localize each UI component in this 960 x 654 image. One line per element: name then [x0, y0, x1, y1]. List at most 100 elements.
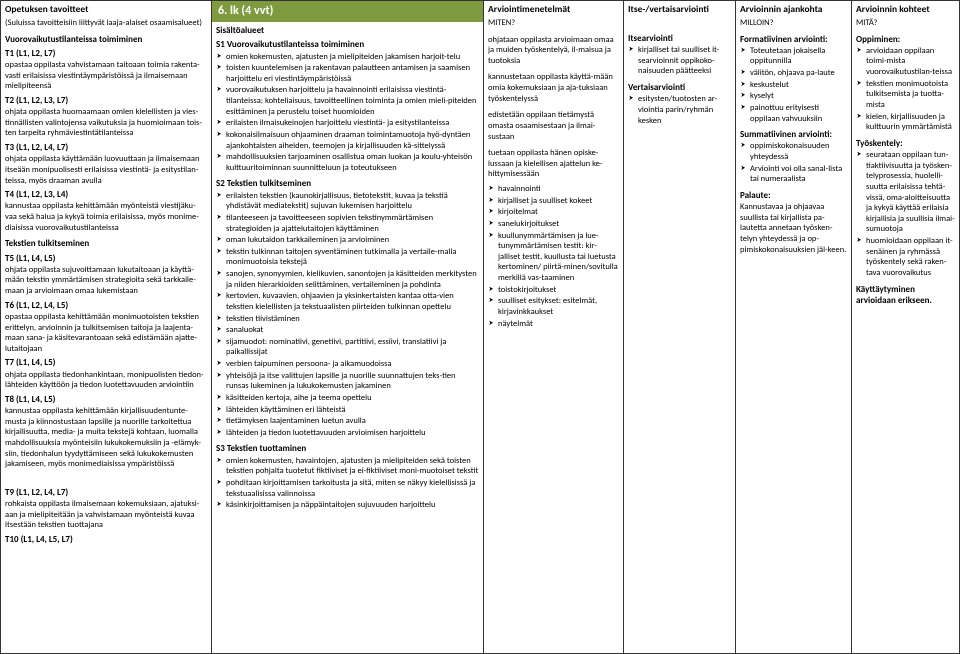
list-item: mahdollisuuksien tarjoaminen osallistua … [216, 152, 479, 173]
list-item: toistokirjoitukset [488, 285, 619, 296]
list-item: Toteutetaan jokaisella oppitunnilla [740, 46, 847, 67]
col3-p2: kannustetaan oppilasta käyttä-mään omia … [488, 72, 619, 104]
col-selfpeer: Itse-/vertaisarviointi Itsearviointi kir… [624, 0, 736, 654]
list-item: Arviointi voi olla sanal-lista tai numer… [740, 164, 847, 185]
t1-code: T1 (L1, L2, L7) [5, 48, 207, 59]
col-methods: Arviointimenetelmät MITEN? ohjataan oppi… [484, 0, 624, 654]
list-item: oman lukutaidon tarkkaileminen ja arvioi… [216, 235, 479, 246]
col6-h2: Työskentely: [856, 138, 955, 149]
t3-body: ohjata oppilasta käyttämään luovuuttaan … [5, 154, 207, 186]
list-item: suulliset esitykset: esitelmät, kirjavin… [488, 296, 619, 317]
col5-h3: Palaute: [740, 190, 847, 201]
list-item: omien kokemusten, ajatusten ja mielipite… [216, 52, 479, 63]
list-item: erilaisten ilmaisukeinojen harjoittelu v… [216, 118, 479, 129]
list-item: pohditaan kirjoittamisen tarkoitusta ja … [216, 478, 479, 499]
t2-body: ohjata oppilasta huomaamaan omien kielel… [5, 107, 207, 139]
s1-title: S1 Vuorovaikutustilanteissa toimiminen [216, 39, 479, 50]
list-item: yhteisöjä ja itse valittujen lapsille ja… [216, 371, 479, 392]
col6-subtitle: MITÄ? [856, 18, 955, 31]
col3-list: havainnointikirjalliset ja suulliset kok… [488, 184, 619, 329]
col-when: Arvioinnin ajankohta MILLOIN? Formatiivi… [736, 0, 852, 654]
s3-title: S3 Tekstien tuottaminen [216, 443, 479, 454]
col-goals: Opetuksen tavoitteet (Suluissa tavoittei… [0, 0, 212, 654]
list-item: sanelukirjoitukset [488, 219, 619, 230]
list-item: tilanteeseen ja tavoitteeseen sopivien t… [216, 213, 479, 234]
t4-body: kannustaa oppilasta kehittämään myönteis… [5, 201, 207, 233]
list-item: erilaisten tekstien (kaunokirjallisuus, … [216, 191, 479, 212]
col1-h1: Vuorovaikutustilanteissa toimiminen [5, 34, 207, 45]
col5-subtitle: MILLOIN? [740, 18, 847, 31]
col6-list2: seurataan oppilaan tun-tiaktiivisuutta j… [856, 150, 955, 279]
col2-subhead: Sisältöalueet [216, 25, 479, 36]
col6-h1: Oppiminen: [856, 34, 955, 45]
list-item: esitysten/tuotosten ar-viointia parin/ry… [628, 94, 731, 126]
t9-body: rohkaista oppilasta ilmaisemaan kokemuks… [5, 499, 207, 531]
s2-list: erilaisten tekstien (kaunokirjallisuus, … [216, 191, 479, 439]
list-item: painottuu erityisesti oppilaan vahvuuksi… [740, 103, 847, 124]
col3-p4: tuetaan oppilasta hänen opiske-lussaan j… [488, 148, 619, 180]
list-item: seurataan oppilaan tun-tiaktiivisuutta j… [856, 150, 955, 235]
t4-code: T4 (L1, L2, L3, L4) [5, 189, 207, 200]
col4-h1: Itsearviointi [628, 33, 731, 44]
list-item: näytelmät [488, 319, 619, 330]
s2-title: S2 Tekstien tulkitseminen [216, 178, 479, 189]
col3-p3: edistetään oppilaan tietämystä omasta os… [488, 110, 619, 142]
col3-p1: ohjataan oppilasta arvioimaan omaa ja mu… [488, 35, 619, 67]
list-item: kyselyt [740, 91, 847, 102]
list-item: sanojen, synonyymien, kielikuvien, sanon… [216, 269, 479, 290]
col-content: 6. lk (4 vvt) Sisältöalueet S1 Vuorovaik… [212, 0, 484, 654]
t3-code: T3 (L1, L2, L4, L7) [5, 142, 207, 153]
list-item: vuorovaikutuksen harjoittelu ja havainno… [216, 85, 479, 117]
col4-list2: esitysten/tuotosten ar-viointia parin/ry… [628, 94, 731, 126]
list-item: välitön, ohjaava pa-laute [740, 68, 847, 79]
list-item: käsitteiden kertoja, aihe ja teema opett… [216, 393, 479, 404]
t6-code: T6 (L1, L2, L4, L5) [5, 300, 207, 311]
list-item: tekstien tiivistäminen [216, 314, 479, 325]
col1-subtitle: (Suluissa tavoitteisiin liittyvät laaja-… [5, 18, 207, 31]
list-item: arvioidaan oppilaan toimi-mista vuorovai… [856, 46, 955, 78]
t2-code: T2 (L1, L2, L3, L7) [5, 95, 207, 106]
list-item: kielen, kirjallisuuden ja kulttuurin ymm… [856, 112, 955, 133]
col6-h3: Käyttäytyminen arvioidaan erikseen. [856, 284, 955, 307]
list-item: verbien taipuminen persoona- ja aikamuod… [216, 359, 479, 370]
t1-body: opastaa oppilasta vahvistamaan taitoaan … [5, 60, 207, 92]
t5-body: ohjata oppilasta sujuvoittamaan lukutait… [5, 265, 207, 297]
list-item: omien kokemusten, havaintojen, ajatusten… [216, 456, 479, 477]
col5-list2: oppimiskokonaisuuden yhteydessäArviointi… [740, 141, 847, 185]
list-item: käsinkirjoittamisen ja näppäintaitojen s… [216, 500, 479, 511]
list-item: huomioidaan oppilaan it-senäinen ja ryhm… [856, 236, 955, 279]
list-item: havainnointi [488, 184, 619, 195]
list-item: kirjoitelmat [488, 207, 619, 218]
list-item: oppimiskokonaisuuden yhteydessä [740, 141, 847, 162]
s1-list: omien kokemusten, ajatusten ja mielipite… [216, 52, 479, 174]
t5-code: T5 (L1, L4, L5) [5, 253, 207, 264]
list-item: kuullunymmärtämisen ja lue-tunymmärtämis… [488, 231, 619, 284]
t6-body: opastaa oppilasta kehittämään monimuotoi… [5, 312, 207, 355]
t10-code: T10 (L1, L4, L5, L7) [5, 534, 207, 545]
list-item: kokonaisilmaisuun ohjaaminen draaman toi… [216, 130, 479, 151]
col4-list1: kirjalliset tai suulliset it-searvioinni… [628, 45, 731, 77]
col6-list1: arvioidaan oppilaan toimi-mista vuorovai… [856, 46, 955, 133]
list-item: sanaluokat [216, 325, 479, 336]
col5-h1: Formatiivinen arviointi: [740, 34, 847, 45]
col5-h2: Summatiivinen arviointi: [740, 129, 847, 140]
list-item: toisten kuuntelemisen ja rakentavan pala… [216, 63, 479, 84]
col-what: Arvioinnin kohteet MITÄ? Oppiminen: arvi… [852, 0, 960, 654]
list-item: kertovien, kuvaavien, ohjaavien ja yksin… [216, 291, 479, 312]
list-item: lähteiden käyttäminen eri lähteistä [216, 405, 479, 416]
list-item: lähteiden ja tiedon luotettavuuden arvio… [216, 428, 479, 439]
col3-title: Arviointimenetelmät [488, 3, 619, 18]
t7-code: T7 (L1, L4, L5) [5, 357, 207, 368]
col4-title: Itse-/vertaisarviointi [628, 3, 731, 18]
list-item: kirjalliset ja suulliset kokeet [488, 196, 619, 207]
list-item: kirjalliset tai suulliset it-searvioinni… [628, 45, 731, 77]
list-item: tietämyksen laajentaminen luetun avulla [216, 416, 479, 427]
col5-p3: Kannustavaa ja ohjaavaa suullista tai ki… [740, 202, 847, 255]
t8-body: kannustaa oppilasta kehittämään kirjalli… [5, 406, 207, 470]
col2-title: 6. lk (4 vvt) [212, 1, 483, 22]
s3-list: omien kokemusten, havaintojen, ajatusten… [216, 456, 479, 511]
list-item: sijamuodot: nominatiivi, genetiivi, part… [216, 337, 479, 358]
col4-h2: Vertaisarviointi [628, 82, 731, 93]
col5-list1: Toteutetaan jokaisella oppitunnillavälit… [740, 46, 847, 124]
col1-h2: Tekstien tulkitseminen [5, 238, 207, 249]
